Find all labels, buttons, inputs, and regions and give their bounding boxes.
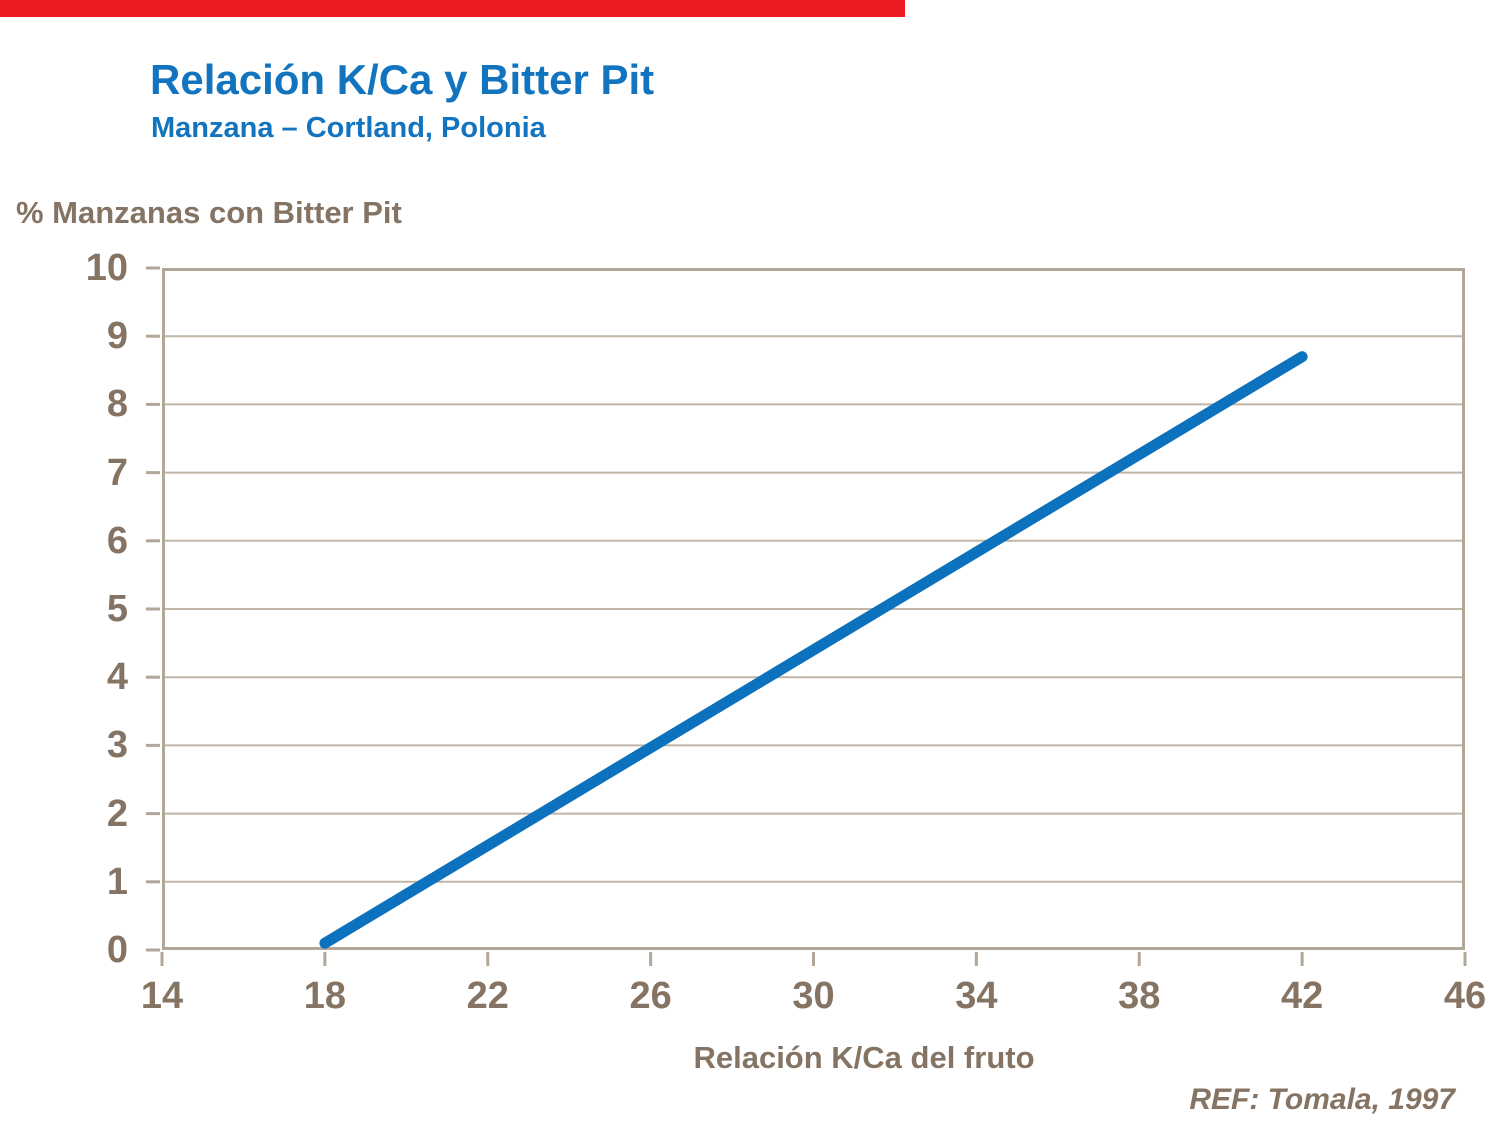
reference-note: REF: Tomala, 1997 [1189, 1083, 1455, 1116]
y-tick-label: 4 [106, 656, 128, 699]
page-title: Relación K/Ca y Bitter Pit [150, 56, 655, 103]
y-tick-label: 0 [106, 929, 128, 971]
data-line [319, 351, 1308, 949]
y-tick-label: 3 [106, 724, 128, 767]
chart-plot-area [146, 266, 1467, 966]
x-tick-label: 18 [303, 975, 347, 1017]
x-tick-label: 26 [629, 975, 672, 1017]
y-tick-label: 7 [106, 451, 128, 494]
plot-frame [162, 268, 1465, 950]
x-tick-label: 34 [955, 975, 998, 1017]
y-tick-label: 1 [106, 860, 128, 903]
x-tick-label: 22 [466, 975, 509, 1017]
x-tick-label: 46 [1443, 975, 1487, 1017]
x-tick-label: 14 [140, 975, 184, 1017]
y-tick-label: 10 [85, 247, 128, 289]
y-tick-label: 2 [106, 792, 128, 835]
page-subtitle: Manzana – Cortland, Polonia [151, 112, 546, 144]
x-axis-title: Relación K/Ca del fruto [693, 1040, 1035, 1075]
x-tick-label: 30 [792, 975, 835, 1017]
y-tick-label: 6 [106, 519, 128, 562]
y-axis-title: % Manzanas con Bitter Pit [16, 195, 402, 230]
x-tick-label: 42 [1280, 975, 1324, 1017]
chart-svg [146, 266, 1467, 966]
x-tick-label: 38 [1118, 975, 1161, 1017]
y-tick-label: 8 [106, 383, 128, 426]
top-red-bar [0, 0, 905, 17]
y-tick-label: 9 [106, 315, 128, 358]
y-tick-label: 5 [106, 588, 128, 630]
